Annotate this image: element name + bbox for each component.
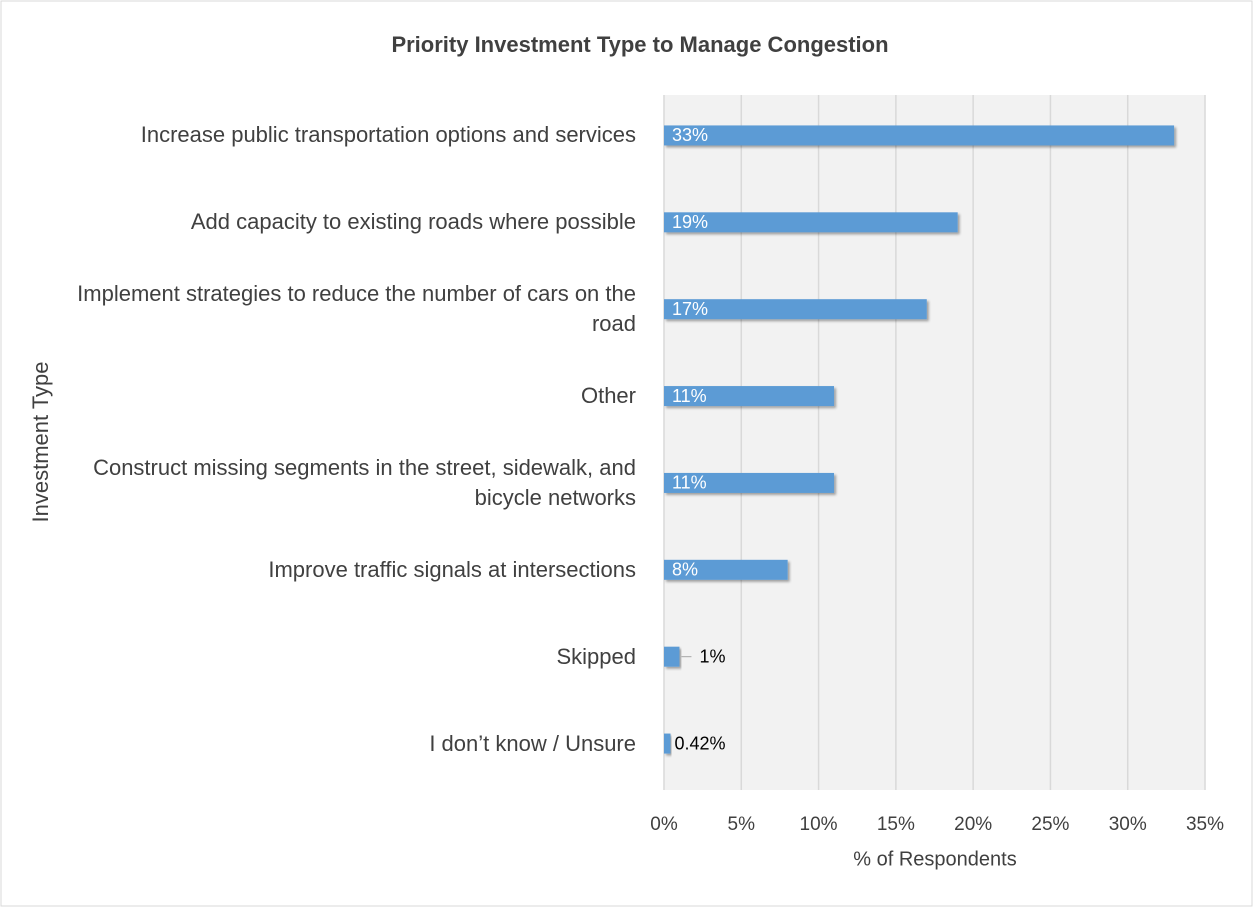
data-label: 8%	[672, 560, 698, 580]
y-tick-label: Skipped	[556, 643, 636, 669]
plot-area	[664, 95, 1205, 790]
data-label: 0.42%	[674, 733, 725, 753]
data-label: 19%	[672, 212, 708, 232]
bar	[664, 212, 958, 233]
chart-title: Priority Investment Type to Manage Conge…	[391, 32, 888, 57]
bar	[664, 299, 927, 320]
bar	[664, 472, 835, 493]
x-axis-title: % of Respondents	[853, 848, 1016, 870]
x-tick-label: 20%	[954, 814, 992, 835]
bar	[664, 125, 1175, 146]
x-tick-label: 35%	[1186, 814, 1224, 835]
x-tick-label: 0%	[650, 814, 678, 835]
x-tick-label: 15%	[877, 814, 915, 835]
y-tick-label: I don’t know / Unsure	[429, 730, 636, 756]
bar	[664, 559, 788, 580]
data-label: 33%	[672, 125, 708, 145]
y-tick-label: Other	[580, 383, 636, 409]
bar	[664, 386, 835, 407]
x-tick-label: 5%	[728, 814, 756, 835]
y-tick-label: Increase public transportation options a…	[140, 122, 636, 148]
y-tick-label: Construct missing segments in the street…	[93, 454, 636, 510]
data-label: 11%	[672, 386, 707, 406]
x-tick-label: 10%	[800, 814, 838, 835]
y-tick-label: Add capacity to existing roads where pos…	[190, 209, 636, 235]
data-label: 11%	[672, 473, 707, 493]
x-tick-label: 25%	[1031, 814, 1069, 835]
data-label: 1%	[699, 646, 725, 666]
y-tick-label: Implement strategies to reduce the numbe…	[77, 281, 636, 337]
y-axis-title: Investment Type	[28, 361, 53, 522]
bar	[664, 646, 680, 667]
data-label: 17%	[672, 299, 708, 319]
y-tick-label: Improve traffic signals at intersections	[268, 556, 636, 582]
bar	[664, 733, 671, 754]
x-tick-label: 30%	[1109, 814, 1147, 835]
